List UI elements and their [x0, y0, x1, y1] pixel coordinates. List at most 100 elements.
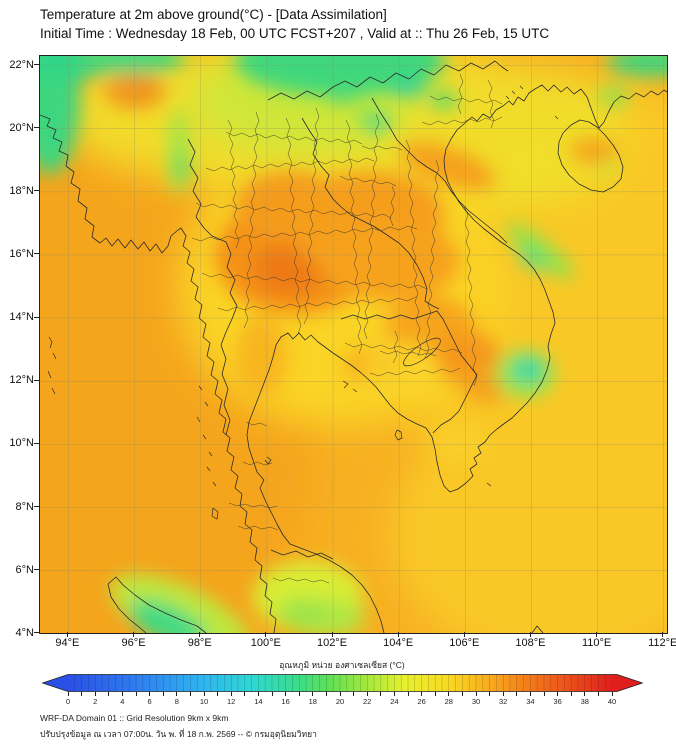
colorbar-tick-mark	[407, 692, 409, 696]
colorbar-tick-label: 10	[199, 697, 209, 706]
lat-axis-label: 20°N	[9, 121, 34, 134]
lon-axis-label: 96°E	[121, 637, 146, 649]
colorbar-tick-mark	[393, 692, 395, 696]
colorbar-tick-mark	[570, 692, 572, 696]
colorbar-tick-label: 8	[174, 697, 179, 706]
colorbar-tick-mark	[366, 692, 368, 696]
coastline-paths	[40, 84, 667, 633]
colorbar-tick-mark	[312, 692, 314, 696]
colorbar-tick-label: 24	[390, 697, 399, 706]
lat-axis-label: 12°N	[9, 374, 34, 387]
page-title: Temperature at 2m above ground(°C) - [Da…	[40, 7, 387, 22]
map-canvas	[39, 55, 668, 634]
colorbar-tick-mark	[135, 692, 137, 696]
colorbar-tick-label: 38	[580, 697, 589, 706]
lat-axis-tick	[34, 316, 39, 318]
colorbar-tick-label: 32	[499, 697, 508, 706]
colorbar-tick-mark	[203, 692, 205, 696]
colorbar-tick-label: 18	[308, 697, 317, 706]
colorbar-tick-mark	[597, 692, 599, 696]
colorbar-tick-mark	[434, 692, 436, 696]
colorbar-segment-lines	[74, 674, 606, 692]
lon-axis-tick	[397, 632, 399, 637]
lon-axis-tick	[662, 632, 664, 637]
lon-axis-label: 112°E	[648, 637, 676, 649]
colorbar	[42, 674, 643, 692]
lon-axis-label: 98°E	[187, 637, 212, 649]
lat-axis-label: 16°N	[9, 247, 34, 260]
colorbar-tick-mark	[325, 692, 327, 696]
colorbar-tick-label: 36	[553, 697, 562, 706]
lon-axis-label: 102°E	[316, 637, 348, 649]
colorbar-tick-mark	[244, 692, 246, 696]
lon-axis-tick	[463, 632, 465, 637]
colorbar-tick-mark	[108, 692, 110, 696]
tonle-sap-lake	[403, 337, 441, 367]
colorbar-tick-mark	[543, 692, 545, 696]
colorbar-tick-mark	[94, 692, 96, 696]
lat-axis-label: 4°N	[15, 626, 34, 639]
country-border-paths	[187, 60, 509, 560]
colorbar-tick-mark	[81, 692, 83, 696]
colorbar-tick-label: 26	[417, 697, 426, 706]
colorbar-tick-mark	[121, 692, 123, 696]
lon-axis-label: 104°E	[383, 637, 414, 649]
colorbar-tick-label: 40	[607, 697, 617, 706]
colorbar-tick-label: 6	[147, 697, 152, 706]
colorbar-tick-mark	[189, 692, 191, 696]
colorbar-tick-mark	[271, 692, 273, 696]
subtitle-init-valid-time: Initial Time : Wednesday 18 Feb, 00 UTC …	[40, 26, 550, 41]
colorbar-tick-label: 28	[444, 697, 453, 706]
lat-axis-tick	[34, 632, 39, 634]
temperature-field-map	[40, 56, 667, 633]
lat-axis-label: 18°N	[9, 184, 34, 197]
lat-axis-label: 22°N	[9, 58, 34, 71]
colorbar-tick-mark	[339, 692, 341, 696]
colorbar-tick-label: 2	[93, 697, 98, 706]
lon-axis-tick	[199, 632, 201, 637]
colorbar-tick-label: 14	[254, 697, 263, 706]
lon-axis-tick	[265, 632, 267, 637]
lon-axis-tick	[529, 632, 531, 637]
lon-axis-tick	[133, 632, 135, 637]
colorbar-tick-label: 4	[120, 697, 125, 706]
lat-axis-tick	[34, 253, 39, 255]
lon-axis-label: 110°E	[581, 637, 612, 649]
province-boundary-paths	[191, 73, 503, 584]
colorbar-tick-label: 22	[363, 697, 372, 706]
colorbar-tick-label: 34	[526, 697, 535, 706]
colorbar-tick-mark	[285, 692, 287, 696]
colorbar-tick-mark	[461, 692, 463, 696]
colorbar-tick-mark	[516, 692, 518, 696]
lat-axis-tick	[34, 569, 39, 571]
colorbar-tick-mark	[529, 692, 531, 696]
temperature-anomaly-blobs	[40, 56, 667, 633]
lat-axis-label: 14°N	[9, 311, 34, 324]
lat-axis-tick	[34, 379, 39, 381]
islands-and-lake-outlines	[47, 85, 559, 520]
colorbar-tick-mark	[584, 692, 586, 696]
lon-axis-label: 94°E	[55, 637, 80, 649]
lat-axis-tick	[34, 190, 39, 192]
lat-axis-label: 10°N	[9, 437, 34, 450]
colorbar-tick-mark	[162, 692, 164, 696]
colorbar-tick-label: 0	[65, 697, 71, 706]
colorbar-tick-mark	[217, 692, 219, 696]
lat-axis-label: 8°N	[15, 500, 34, 513]
footer-update-credit: ปรับปรุงข้อมูล ณ เวลา 07:00น. วัน พ. ที่…	[40, 729, 317, 739]
colorbar-tick-mark	[257, 692, 259, 696]
colorbar-tick-mark	[448, 692, 450, 696]
lon-axis-label: 106°E	[449, 637, 480, 649]
lon-axis-tick	[596, 632, 598, 637]
lat-axis-tick	[34, 127, 39, 129]
colorbar-tick-label: 20	[335, 697, 345, 706]
lon-axis-label: 108°E	[515, 637, 546, 649]
lat-axis-tick	[34, 442, 39, 444]
colorbar-tick-mark	[149, 692, 151, 696]
colorbar-tick-label: 30	[471, 697, 481, 706]
lon-axis-tick	[331, 632, 333, 637]
graticule-grid	[40, 56, 667, 633]
colorbar-tick-mark	[611, 692, 613, 696]
colorbar-tick-mark	[298, 692, 300, 696]
